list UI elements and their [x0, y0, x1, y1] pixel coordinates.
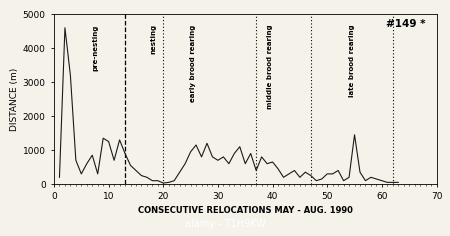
Text: #149 *: #149 *: [386, 19, 425, 29]
Text: nesting: nesting: [150, 24, 157, 55]
Text: alamy - T1H9KW: alamy - T1H9KW: [184, 219, 266, 229]
Text: late brood rearing: late brood rearing: [349, 24, 355, 97]
X-axis label: CONSECUTIVE RELOCATIONS MAY - AUG. 1990: CONSECUTIVE RELOCATIONS MAY - AUG. 1990: [138, 206, 353, 215]
Y-axis label: DISTANCE (m): DISTANCE (m): [9, 67, 18, 131]
Text: middle brood rearing: middle brood rearing: [267, 24, 273, 109]
Text: pre-nesting: pre-nesting: [92, 24, 98, 71]
Text: early brood rearing: early brood rearing: [190, 24, 196, 102]
